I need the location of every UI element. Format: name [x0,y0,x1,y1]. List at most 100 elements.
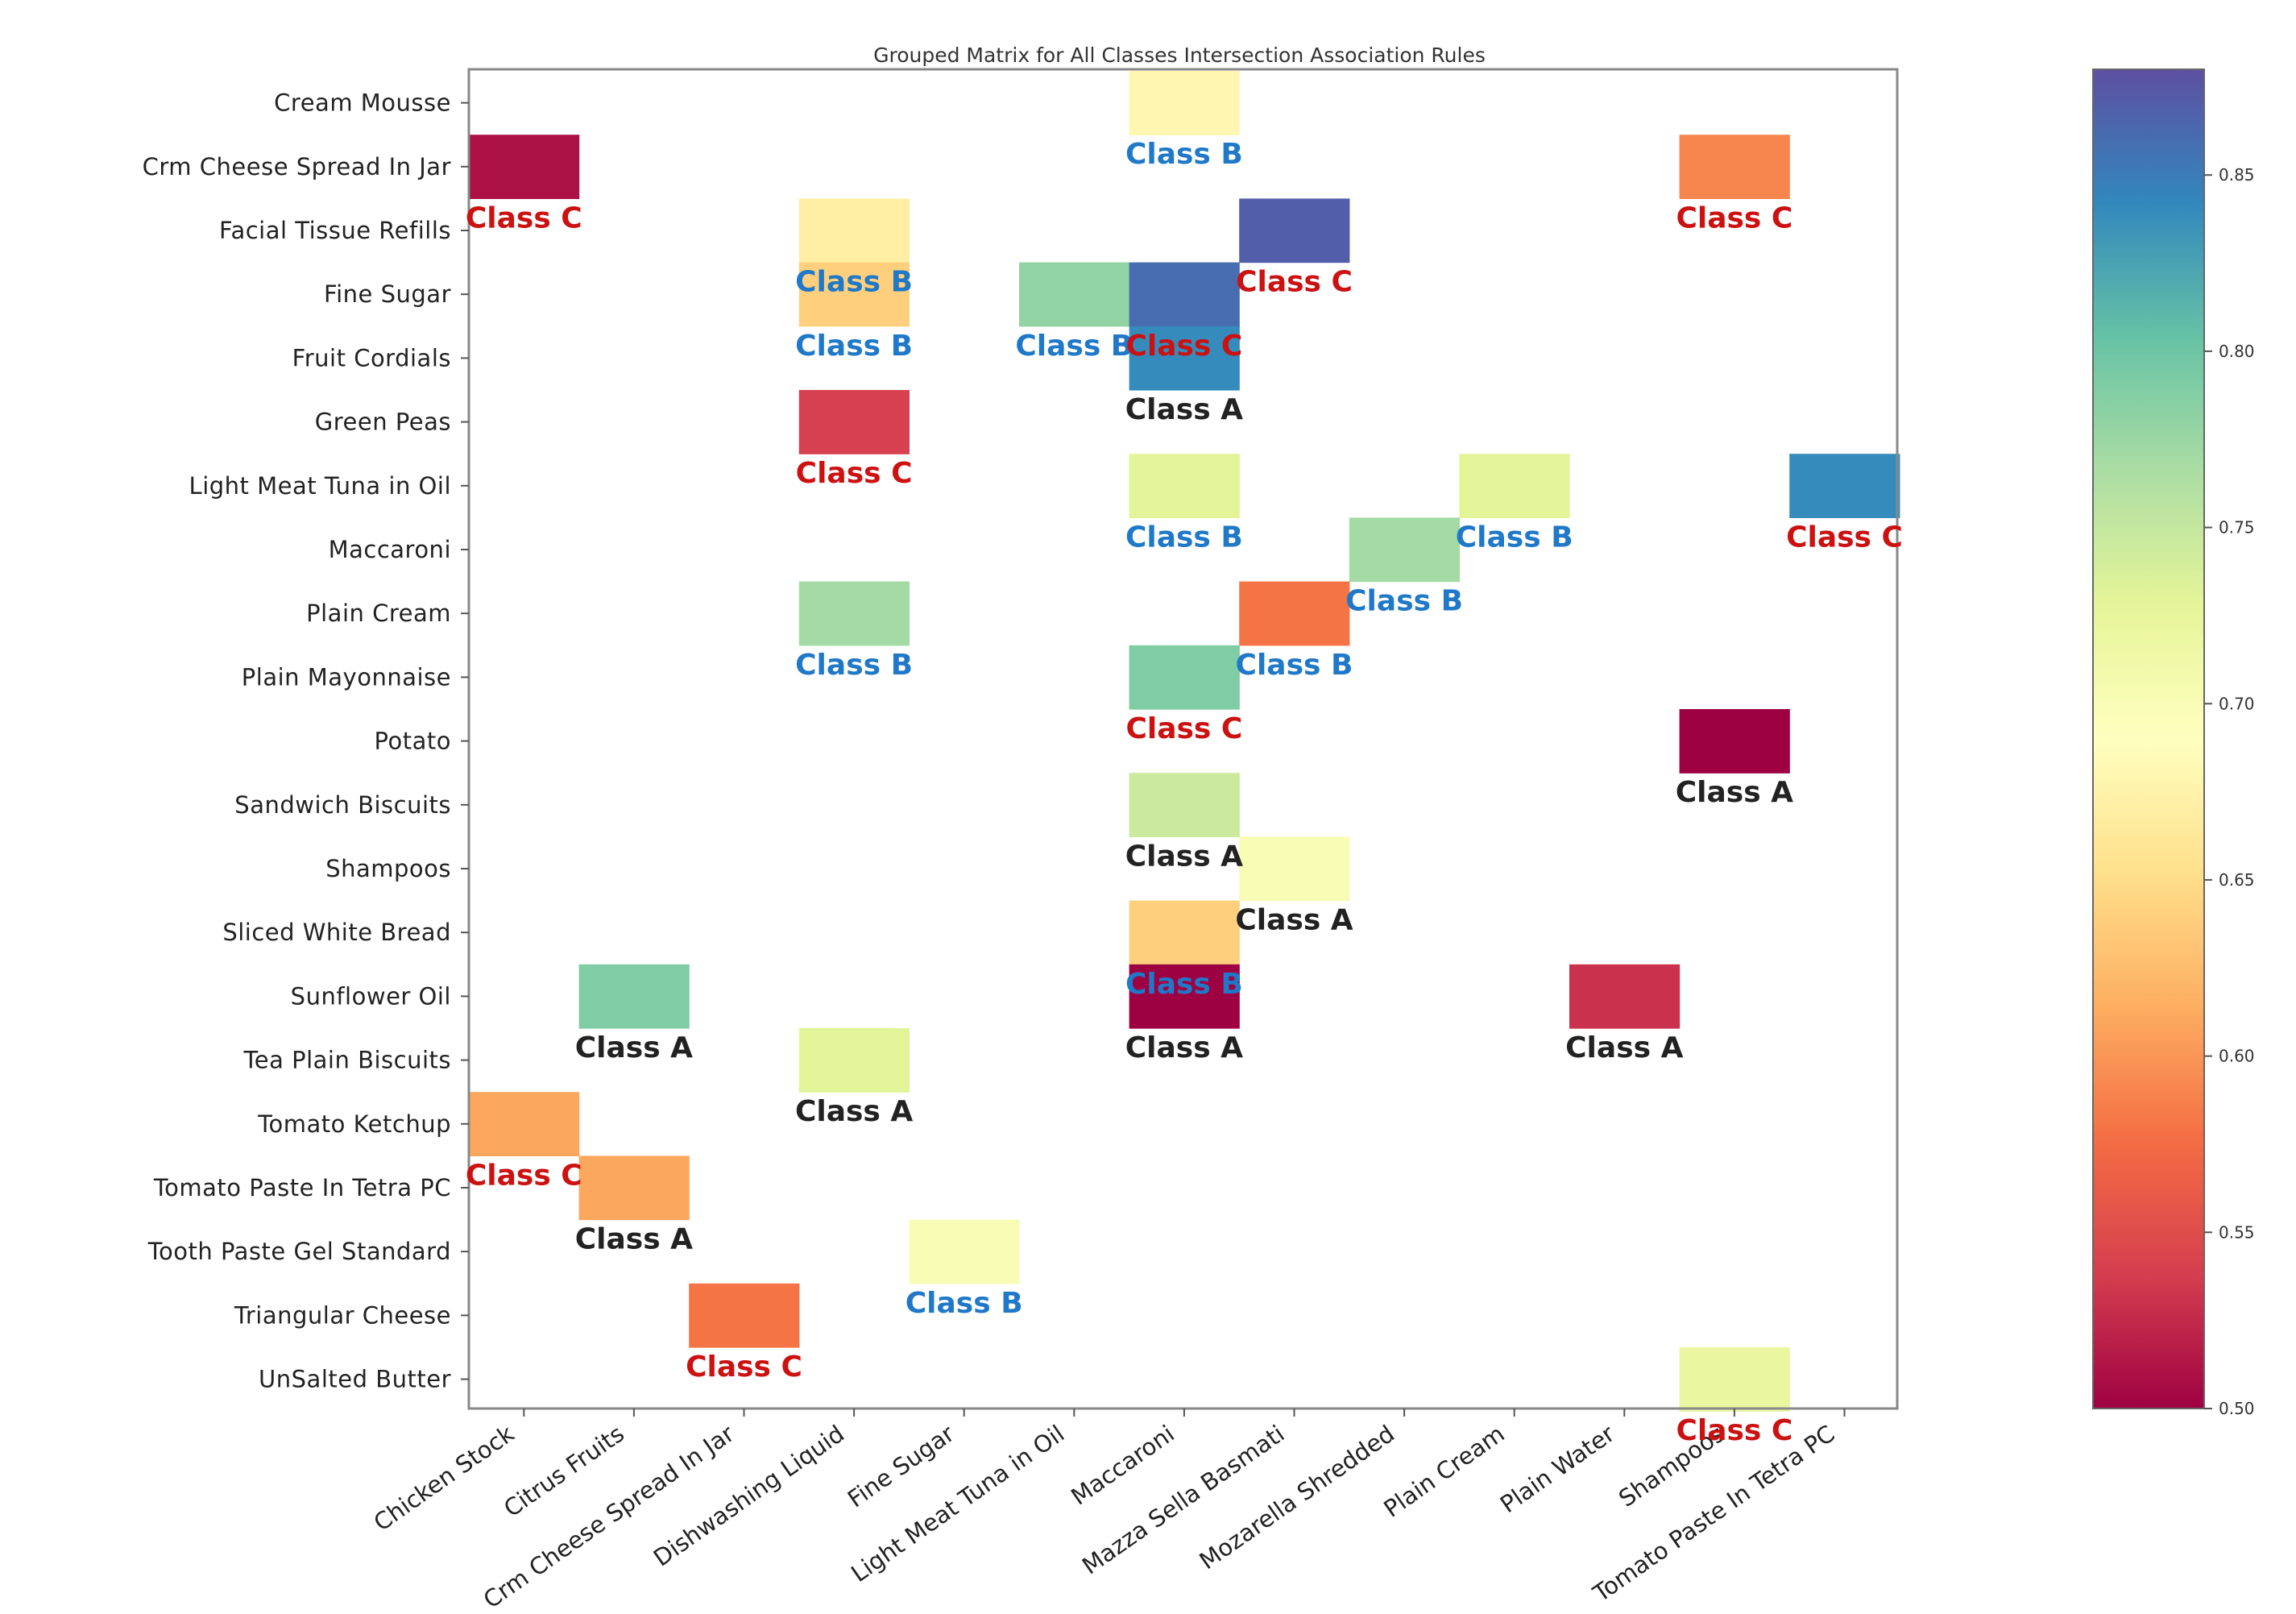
y-tick-label: Sandwich Biscuits [234,791,451,819]
heatmap-cell [1679,1347,1790,1412]
y-tick-label: Tomato Ketchup [257,1110,451,1138]
y-tick-label: Tea Plain Biscuits [242,1047,451,1074]
cell-class-label: Class C [466,201,582,234]
heatmap-cell [1129,645,1240,710]
colorbar [2092,68,2205,1409]
plot-frame [467,68,1899,1410]
cell-class-label: Class B [1125,521,1243,554]
cell-class-label: Class C [1236,266,1353,299]
y-tick-label: Sunflower Oil [291,982,451,1010]
cell-class-label: Class A [575,1031,693,1064]
y-tick-label: Shampoos [325,855,451,882]
colorbar-tick-label: 0.75 [2219,518,2255,537]
cell-class-label: Class B [1125,138,1243,171]
cell-class-label: Class C [796,457,913,490]
x-tick-label: Mozarella Shredded [1195,1420,1400,1575]
y-tick-label: Facial Tissue Refills [219,217,451,244]
y-tick-label: Plain Cream [306,600,451,627]
colorbar-tick-label: 0.80 [2219,342,2255,361]
colorbar-tick-label: 0.50 [2219,1399,2255,1418]
cell-class-label: Class B [1456,521,1573,554]
chart-title: Grouped Matrix for All Classes Intersect… [873,44,1486,67]
cell-class-label: Class B [906,1287,1023,1320]
heatmap-cell [1679,709,1790,774]
heatmap-cell [1349,517,1460,583]
x-tick-label: Light Meat Tuna in Oil [846,1420,1069,1587]
heatmap-cell [798,390,910,454]
heatmap-cell [1239,198,1350,263]
x-tick-label: Chicken Stock [369,1420,520,1537]
heatmap-cell [798,198,910,263]
heatmap-cell [798,1028,910,1093]
cell-class-label: Class B [1125,968,1243,1001]
heatmap-cell [1239,581,1350,646]
cell-class-label: Class B [795,266,913,299]
colorbar-tick-label: 0.60 [2219,1047,2255,1066]
y-tick-label: Light Meat Tuna in Oil [189,472,451,500]
heatmap-cell [1019,262,1130,327]
heatmap-cell [469,135,580,199]
cell-class-label: Class A [1565,1031,1683,1064]
cell-class-label: Class C [466,1159,582,1192]
cell-class-label: Class A [795,1095,913,1128]
heatmap-cell [798,581,910,646]
colorbar-tick-label: 0.55 [2219,1222,2255,1242]
colorbar-tick-label: 0.85 [2219,165,2255,185]
y-tick-label: Sliced White Bread [222,919,451,946]
cell-class-label: Class B [795,330,913,363]
heatmap-cell [1129,900,1240,965]
x-tick-label: Plain Cream [1378,1420,1509,1523]
cell-class-label: Class B [795,649,913,682]
heatmap-cell [1459,454,1570,518]
cell-class-label: Class B [1236,649,1353,682]
heatmap-cell [1569,964,1681,1029]
heatmap-cell [1129,454,1240,518]
cell-class-label: Class B [1015,330,1133,363]
x-tick-label: Plain Water [1495,1420,1619,1518]
heatmap-cell [1129,71,1240,135]
heatmap-cell [1129,773,1240,837]
y-tick-label: Plain Mayonnaise [242,663,451,691]
y-tick-label: Maccaroni [329,536,451,563]
heatmap-cell [909,1219,1020,1284]
x-tick-label: Mazza Sella Basmati [1077,1420,1289,1580]
cell-class-label: Class C [1125,330,1242,363]
heatmap-cell [798,262,910,327]
heatmap-cell [469,1092,580,1156]
cell-class-label: Class C [1125,712,1242,745]
cell-class-label: Class C [686,1351,802,1384]
cell-class-label: Class A [1125,840,1243,873]
y-tick-label: Crm Cheese Spread In Jar [143,153,451,180]
cell-class-label: Class C [1676,1414,1792,1447]
heatmap-cell [1679,135,1790,199]
heatmap-cell [1129,964,1240,1029]
y-tick-label: Potato [375,728,451,755]
cell-class-label: Class A [1676,776,1793,809]
cell-class-label: Class A [1125,393,1243,426]
heatmap-cell [578,964,690,1029]
y-tick-label: Triangular Cheese [234,1301,451,1329]
heatmap-cell [578,1156,690,1221]
cell-class-label: Class C [1786,521,1903,554]
colorbar-tick-label: 0.70 [2219,694,2255,713]
cell-class-label: Class C [1676,201,1792,234]
cell-class-label: Class A [575,1223,693,1256]
cell-class-label: Class B [1345,585,1463,618]
x-tick-label: Dishwashing Liquid [649,1420,849,1572]
colorbar-tick-label: 0.65 [2219,870,2255,890]
y-tick-label: Tomato Paste In Tetra PC [153,1174,451,1201]
y-tick-label: Fruit Cordials [292,344,451,371]
y-tick-label: UnSalted Butter [259,1366,451,1393]
y-tick-label: Tooth Paste Gel Standard [147,1238,451,1265]
heatmap-cell [1129,326,1240,391]
heatmap-cell [689,1283,800,1348]
y-tick-label: Fine Sugar [324,280,451,308]
cell-class-label: Class A [1235,904,1353,937]
heatmap-cell [1239,836,1350,902]
heatmap-cell [1789,454,1900,518]
y-tick-label: Green Peas [315,409,451,436]
heatmap-cell [1129,262,1240,327]
cell-class-label: Class A [1125,1031,1243,1064]
y-tick-label: Cream Mousse [274,89,451,117]
